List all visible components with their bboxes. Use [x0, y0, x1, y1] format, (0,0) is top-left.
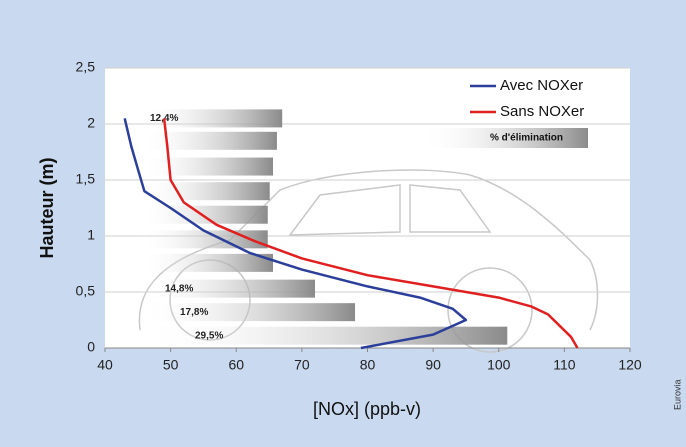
x-tick-label: 90 [425, 357, 441, 373]
bar-label: 29,5% [195, 330, 223, 341]
elimination-bar [140, 182, 270, 201]
bar-label: 17,8% [180, 307, 208, 318]
x-tick-label: 80 [360, 357, 376, 373]
elimination-bar [140, 157, 273, 176]
elimination-bar [140, 326, 508, 345]
y-tick-label: 0 [87, 339, 95, 355]
x-tick-label: 40 [97, 357, 113, 373]
legend-bar-label: % d'élimination [490, 133, 563, 144]
elimination-bar [140, 253, 273, 272]
x-tick-label: 60 [228, 357, 244, 373]
line-series [162, 118, 579, 349]
x-tick-label: 110 [553, 357, 576, 373]
x-tick-label: 50 [163, 357, 179, 373]
bar-label: 14,8% [165, 283, 193, 294]
y-tick-label: 1,5 [76, 171, 96, 187]
line-series [123, 118, 468, 350]
legend-bar [420, 128, 588, 148]
elimination-bar [140, 303, 356, 322]
credit: Eurovia [672, 379, 682, 410]
x-axis-title: [NOx] (ppb-v) [313, 399, 421, 419]
x-tick-label: 70 [294, 357, 310, 373]
elimination-bar [140, 230, 268, 249]
y-tick-label: 1 [87, 227, 95, 243]
x-tick-label: 120 [618, 357, 642, 373]
elimination-bar [140, 279, 315, 298]
y-tick-label: 0,5 [76, 283, 96, 299]
x-tick-label: 100 [487, 357, 511, 373]
y-axis-title: Hauteur (m) [37, 157, 57, 258]
legend-label: Avec NOXer [500, 77, 583, 94]
y-tick-label: 2 [87, 115, 95, 131]
y-tick-label: 2,5 [76, 59, 96, 75]
legend-label: Sans NOXer [500, 103, 584, 120]
elimination-bar [140, 109, 283, 128]
elimination-bar [140, 131, 277, 150]
